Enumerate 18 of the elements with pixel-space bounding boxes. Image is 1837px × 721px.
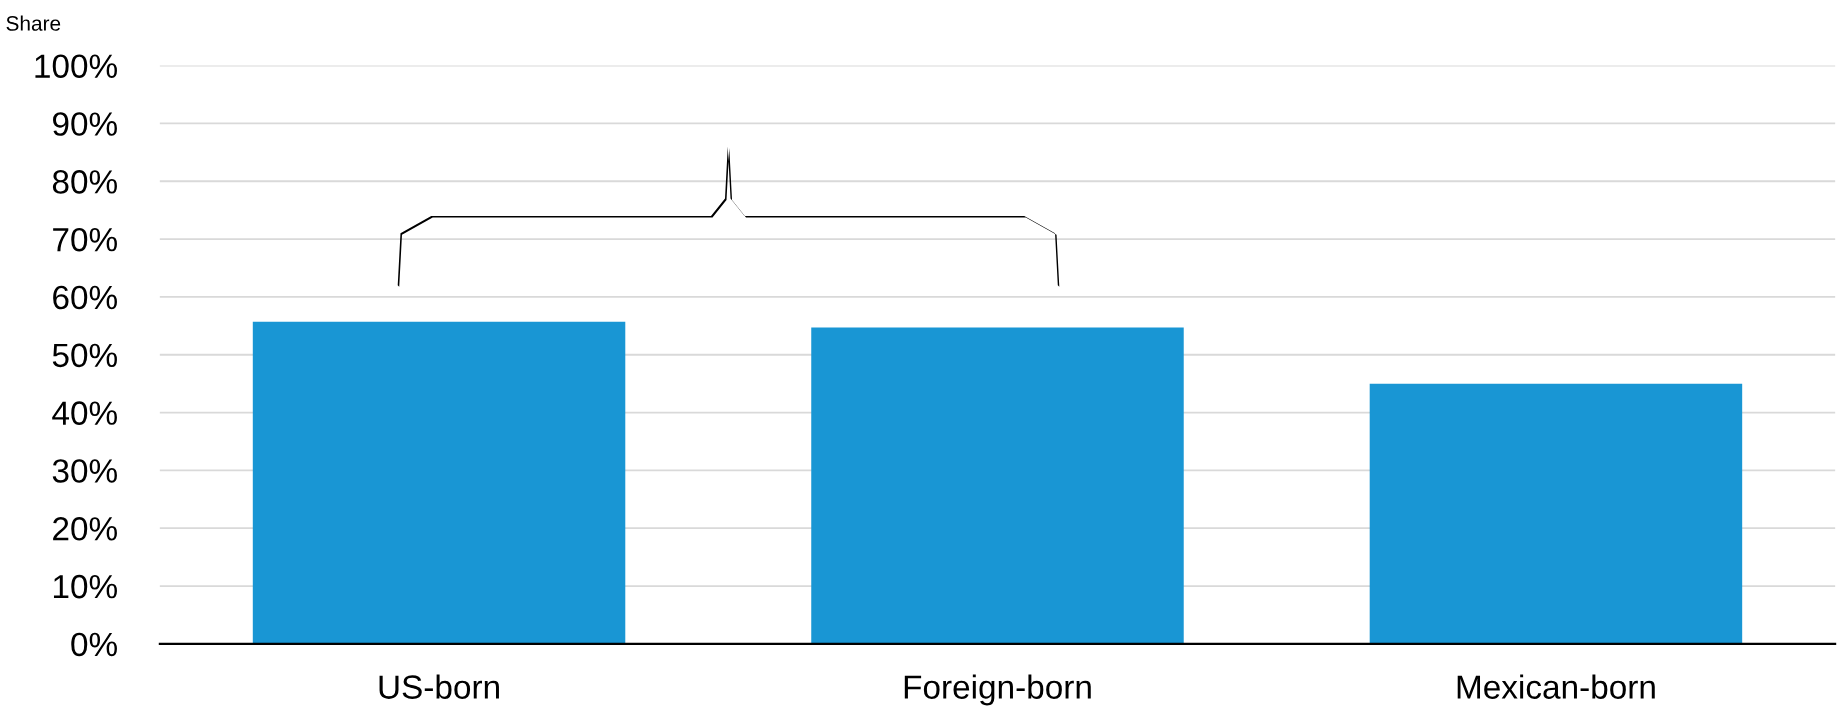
y-axis-title: Share: [6, 15, 61, 31]
y-tick-label: 90%: [53, 112, 117, 136]
y-tick-label: 80%: [52, 170, 117, 194]
y-tick-label: 20%: [53, 517, 117, 541]
bar: [811, 327, 1184, 644]
x-tick-label: Foreign-born: [904, 674, 1091, 706]
y-tick-label: 40%: [52, 401, 117, 425]
y-tick-label: 0%: [71, 632, 117, 657]
bar: [252, 321, 626, 644]
x-tick-label: US-born: [379, 674, 499, 699]
y-tick-label: 100%: [35, 54, 117, 79]
y-tick-label: 60%: [53, 285, 117, 310]
y-tick-label: 50%: [52, 343, 117, 368]
bar: [1369, 383, 1743, 644]
y-tick-label: 10%: [53, 574, 117, 599]
y-tick-label: 30%: [52, 459, 117, 483]
x-tick-label: Mexican-born: [1457, 674, 1655, 699]
y-tick-label: 70%: [53, 227, 117, 252]
